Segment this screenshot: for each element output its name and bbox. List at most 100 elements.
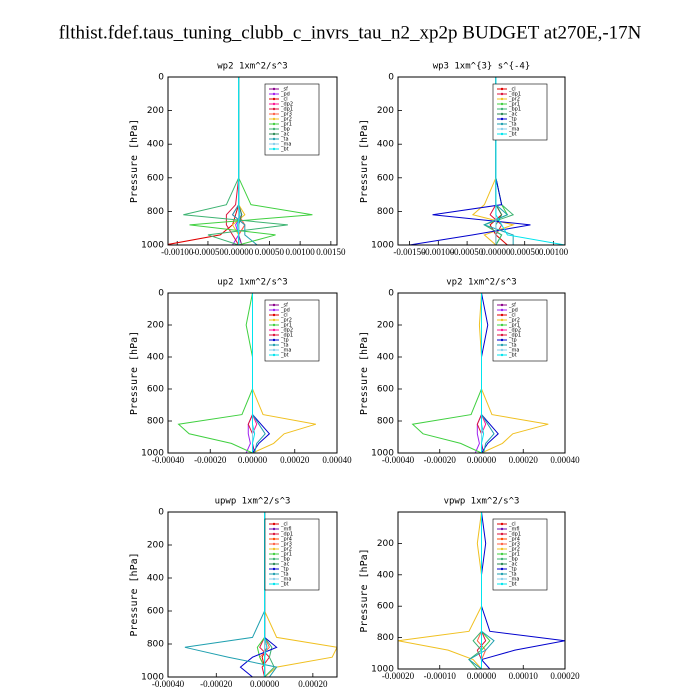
x-tick-label: -0.00150 [393,247,426,257]
legend-marker [500,338,504,342]
legend-label: _ma [280,142,291,148]
series-line [476,293,482,453]
legend-marker [272,567,276,571]
legend-marker [500,127,504,131]
legend-marker [272,122,276,126]
legend-label: _tp [508,117,517,123]
legend-label: _pd [508,308,518,314]
x-tick-label: 0.00040 [550,455,580,465]
legend-marker [272,107,276,111]
legend-label: _ac [280,562,290,568]
legend-marker [500,552,504,556]
y-tick-label: 1000 [371,665,394,675]
y-tick-label: 200 [377,106,394,116]
legend-label: _ta [280,572,289,578]
legend-marker [272,348,276,352]
series-line [252,293,256,453]
x-tick-label: -0.00020 [200,679,233,689]
legend-label: _ta [508,122,517,128]
legend-marker [272,527,276,531]
y-tick-label: 800 [377,417,394,427]
legend-marker [500,343,504,347]
panel: wp2 1xm^2/s^3 Pressure [hPa] 0 200 400 600 800… [129,62,346,258]
legend-marker [500,132,504,136]
panel-title: vp2 1xm^2/s^3 [446,278,516,288]
series-line [411,293,482,453]
x-tick-label: -0.00010 [424,671,457,681]
y-tick-label: 400 [377,570,394,580]
panel-title: vpwp 1xm^2/s^3 [444,497,520,507]
legend-marker [500,303,504,307]
legend-label: _dp2 [508,328,521,334]
panel: wp3 1xm^{3} s^{-4} Pressure [hPa] 0 200 400 6… [359,62,569,258]
legend-label: _bt [508,582,517,588]
legend-label: _bt [280,147,289,153]
legend-label: _dp1 [508,92,521,98]
legend-marker [272,318,276,322]
series-line [177,293,253,453]
panel: up2 1xm^2/s^3 Pressure [hPa] 0 200 400 600 800… [129,278,352,466]
y-tick-label: 0 [158,508,164,518]
y-tick-label: 800 [377,633,394,643]
panel-title: wp2 1xm^2/s^3 [217,62,287,72]
axes-frame [397,511,566,670]
legend-marker [500,547,504,551]
y-axis-label: Pressure [hPa] [129,119,140,203]
series-line [481,293,485,453]
panel: vp2 1xm^2/s^3 Pressure [hPa] 0 200 400 600 800… [359,278,580,466]
legend-marker [272,353,276,357]
legend-label: _tp [508,567,517,573]
legend-marker [500,107,504,111]
legend-label: _bt [508,353,517,359]
legend-label: _pr1 [280,552,292,558]
legend: _sf_pd_cl_dp2_dp1_pr3_pr2_pr1_bp_ac_ta_m… [264,83,320,156]
legend-marker [272,308,276,312]
x-tick-label: -0.00040 [152,455,185,465]
legend-marker [272,92,276,96]
legend-marker [500,537,504,541]
legend-label: _dp1 [280,333,293,339]
x-tick-label: 0.00000 [224,247,254,257]
legend-label: _pr1 [508,552,520,558]
legend-label: _dp2 [280,328,293,334]
legend-marker [500,323,504,327]
x-tick-label: -0.00050 [192,247,225,257]
legend-label: _pr1 [508,102,520,108]
legend-label: _bp1 [508,107,521,113]
y-tick-label: 0 [158,289,164,299]
series-line [264,512,268,677]
x-tick-label: -0.00100 [422,247,455,257]
axes-frame [167,76,338,246]
series-line [480,512,565,669]
legend-marker [500,522,504,526]
legend-marker [272,577,276,581]
y-tick-label: 400 [377,353,394,363]
y-tick-label: 400 [147,353,164,363]
legend-label: _pd [280,308,290,314]
y-tick-label: 400 [147,574,164,584]
legend-marker [272,328,276,332]
legend-label: _tp [280,338,289,344]
x-tick-label: -0.00020 [382,671,415,681]
y-tick-label: 0 [388,73,394,83]
y-tick-label: 1000 [141,449,164,459]
legend-label: _dp1 [508,532,521,538]
legend-label: _ta [508,572,517,578]
series-line [478,293,549,453]
legend-marker [272,547,276,551]
legend-marker [272,117,276,121]
legend-marker [272,532,276,536]
legend-marker [500,122,504,126]
legend-marker [272,97,276,101]
legend-marker [272,87,276,91]
legend-label: _ac [280,132,290,138]
legend-label: _pr2 [508,547,520,553]
series-line [474,293,482,453]
axes-frame [167,292,338,454]
legend-marker [500,97,504,101]
axes-frame [167,511,338,678]
legend-marker [500,117,504,121]
x-tick-label: 0.00000 [481,247,511,257]
y-tick-label: 1000 [141,673,164,683]
y-tick-label: 200 [147,541,164,551]
